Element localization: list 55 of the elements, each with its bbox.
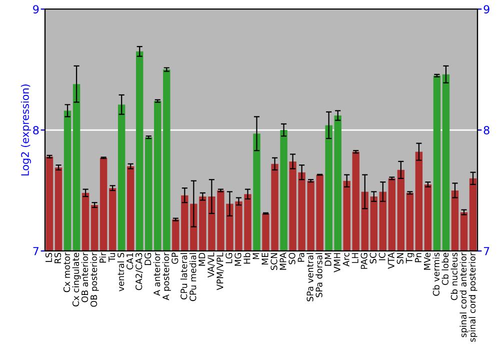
x-tick-label: A posterior xyxy=(162,252,171,300)
x-tick-label: spinal cord posterior xyxy=(468,252,478,342)
x-tick-label: PAG xyxy=(360,253,368,269)
x-tick-label: CA2/CA3 xyxy=(136,253,143,290)
x-tick-label: Cx motor xyxy=(63,252,70,292)
y2-tick-label: 7 xyxy=(484,247,490,256)
y2-tick-label: 8 xyxy=(484,126,490,134)
x-tick-label: MPA xyxy=(280,252,286,270)
x-tick-label: Arc xyxy=(342,252,350,266)
x-tick-label: OB posterior xyxy=(90,252,99,307)
x-tick-label: MG xyxy=(234,253,242,266)
x-tick-label: SPa ventral xyxy=(306,253,314,302)
y2-tick-label: 9 xyxy=(484,5,490,14)
x-tick-label: Cb nucleus xyxy=(450,252,458,300)
x-tick-label: SPa dorsal xyxy=(316,253,322,298)
x-tick-label: DM xyxy=(324,253,332,266)
x-tick-label: SO xyxy=(288,252,296,264)
x-tick-label: CPu lateral xyxy=(180,253,188,300)
x-tick-label: CA1 xyxy=(126,253,134,270)
x-tick-label: Cb vermis xyxy=(432,252,440,296)
x-tick-label: RS xyxy=(54,252,62,264)
x-tick-label: SC xyxy=(370,252,376,264)
x-tick-label: CPu medial xyxy=(189,253,196,302)
x-tick-label: SCN xyxy=(270,253,278,270)
x-tick-label: Tg xyxy=(406,253,414,264)
x-tick-label: Pa xyxy=(298,253,304,262)
x-tick-label: MVe xyxy=(424,252,430,270)
x-tick-label: IC xyxy=(378,252,386,260)
y-tick-label: 8 xyxy=(33,126,39,134)
x-tick-label: MD xyxy=(198,252,206,266)
x-tick-label: Pir xyxy=(99,252,106,263)
x-tick-label: ME xyxy=(262,252,268,265)
x-tick-label: Cx cingulate xyxy=(72,252,81,306)
x-tick-label: Hb xyxy=(244,252,250,264)
x-tick-label: A anterior xyxy=(153,252,160,296)
x-tick-label: GP xyxy=(172,252,178,264)
x-tick-label: OB anterior xyxy=(81,252,88,302)
x-tick-label: spinal cord anterior xyxy=(460,252,468,338)
x-tick-label: VPM/VPL xyxy=(216,252,224,290)
x-tick-label: LS xyxy=(45,252,52,262)
x-tick-label: VMH xyxy=(334,253,340,272)
x-tick-label: LG xyxy=(226,253,232,264)
x-tick-label: Pn xyxy=(414,253,422,262)
x-tick-label: M xyxy=(252,253,260,260)
x-tick-label: Cb lobe xyxy=(442,252,448,286)
x-tick-label: VTA xyxy=(388,252,394,269)
x-tick-label: LH xyxy=(352,253,358,263)
x-tick-label: ventral S xyxy=(117,252,124,292)
x-tick-label: VA/VL xyxy=(208,252,215,278)
x-tick-label: SN xyxy=(396,253,404,264)
y-tick-label: 9 xyxy=(33,5,39,14)
x-tick-label: DG xyxy=(144,253,152,265)
y-axis-title: Log2 (expression) xyxy=(20,84,31,176)
x-tick-label: Tu xyxy=(108,253,116,262)
y-tick-label: 7 xyxy=(33,247,38,256)
